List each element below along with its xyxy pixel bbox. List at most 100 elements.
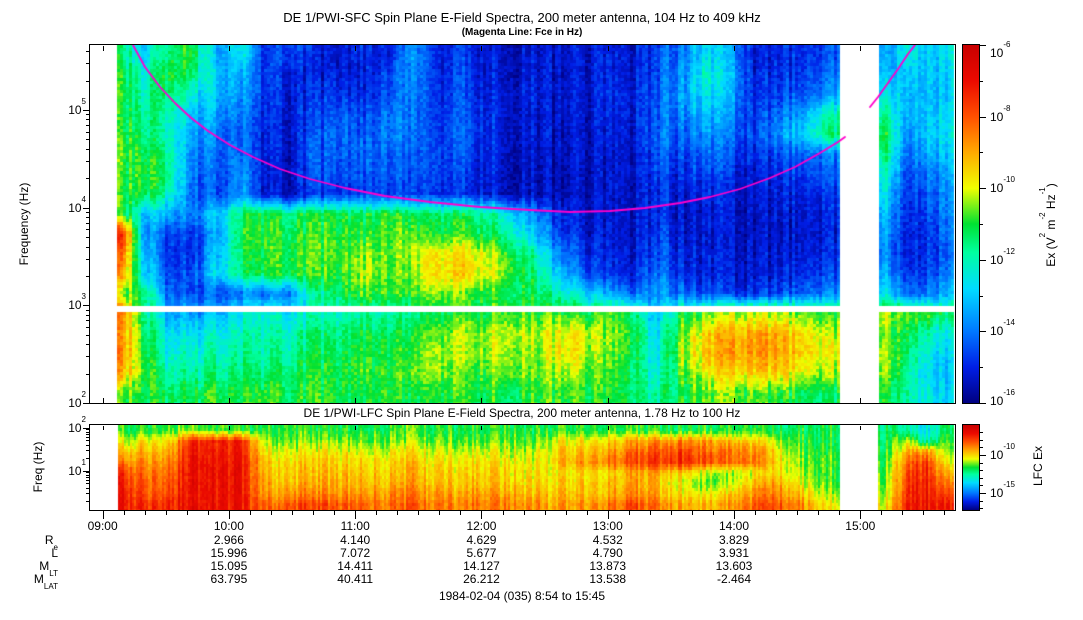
lfc-cbar-minor-tick	[980, 470, 983, 472]
sfc-y-minor-tick	[86, 178, 90, 180]
sfc-y-minor-tick	[86, 237, 90, 239]
sfc-colorbar-label: Ex (V2 m-2 Hz-1)	[1038, 183, 1058, 266]
time-minor-tick	[418, 511, 420, 515]
time-tick-label: 11:00	[340, 519, 370, 533]
time-major-tick	[607, 511, 609, 519]
power-exponent: 1	[81, 457, 86, 467]
panel-edge-tick	[607, 46, 609, 51]
lfc-y-minor-tick	[86, 457, 90, 459]
ephemeris-value: 4.532	[592, 533, 623, 547]
sfc-ytick-label: 105	[68, 97, 86, 117]
sfc-y-minor-tick	[86, 119, 90, 121]
ephemeris-row-label: MLT	[6, 559, 58, 578]
panel-edge-tick	[607, 426, 609, 430]
sfc-ytick-label: 102	[68, 391, 86, 411]
sfc-cbar-minor-tick	[980, 152, 983, 154]
power-exponent: -8	[1003, 103, 1011, 113]
lfc-spectrogram-canvas	[90, 425, 955, 510]
time-tick-label: 15:00	[845, 519, 876, 533]
sfc-cbar-tick-label: 10-8	[990, 104, 1010, 124]
sfc-cbar-major-tick	[980, 188, 986, 190]
sfc-y-minor-tick	[86, 131, 90, 133]
time-minor-tick	[902, 511, 904, 515]
panel-edge-tick	[355, 398, 357, 403]
time-minor-tick	[776, 511, 778, 515]
time-minor-tick	[292, 511, 294, 515]
time-minor-tick	[944, 511, 946, 515]
panel-edge-tick	[102, 398, 104, 403]
ephemeris-value: 15.095	[210, 559, 248, 573]
sfc-cbar-major-tick	[980, 45, 986, 46]
power-exponent: 3	[81, 292, 86, 302]
lfc-cbar-minor-tick	[980, 500, 983, 502]
lfc-y-minor-tick	[86, 487, 90, 489]
sfc-y-minor-tick	[86, 161, 90, 163]
ephemeris-row-label: Re	[6, 533, 58, 552]
time-minor-tick	[544, 511, 546, 515]
power-base: 10	[990, 486, 1004, 500]
sfc-y-minor-tick	[86, 326, 90, 328]
lfc-y-minor-tick	[86, 440, 90, 442]
ephemeris-value: 3.829	[718, 533, 750, 547]
lfc-cbar-minor-tick	[980, 439, 983, 441]
sfc-y-minor-tick	[86, 125, 90, 127]
time-minor-tick	[270, 511, 272, 515]
time-minor-tick	[207, 511, 209, 515]
lfc-title: DE 1/PWI-LFC Spin Plane E-Field Spectra,…	[303, 406, 741, 420]
sfc-y-minor-tick	[86, 334, 90, 336]
panel-edge-tick	[355, 426, 357, 430]
ephemeris-value: 4.790	[592, 546, 623, 560]
sfc-y-minor-tick	[86, 320, 90, 322]
time-minor-tick	[123, 511, 125, 515]
lfc-cbar-tick-label: 10-10	[990, 443, 1015, 463]
power-base: 10	[68, 200, 82, 215]
time-minor-tick	[649, 511, 651, 515]
power-exponent: -16	[1003, 388, 1015, 397]
time-minor-tick	[628, 511, 630, 515]
ephemeris-label-base: R	[44, 533, 54, 547]
power-base: 10	[68, 396, 82, 410]
ephemeris-value: 13.603	[715, 559, 753, 573]
ephemeris-label-base: L	[51, 546, 58, 560]
time-tick-label: 14:00	[718, 519, 750, 533]
lfc-ytick-label: 101	[68, 458, 86, 478]
lfc-panel	[89, 424, 956, 511]
time-minor-tick	[249, 511, 251, 515]
lfc-y-minor-tick	[86, 437, 90, 439]
panel-edge-tick	[481, 398, 483, 403]
lfc-cbar-minor-tick	[980, 485, 983, 487]
sfc-subtitle: (Magenta Line: Fce in Hz)	[461, 27, 583, 38]
sfc-cbar-tick-label: 10-16	[990, 389, 1015, 409]
power-base: 10	[990, 109, 1004, 124]
lfc-cbar-minor-tick	[980, 462, 983, 464]
ephemeris-row-label: L	[6, 546, 58, 560]
time-minor-tick	[881, 511, 883, 515]
sfc-cbar-major-tick	[980, 259, 986, 261]
panel-edge-tick	[734, 398, 735, 403]
time-minor-tick	[186, 511, 188, 515]
ephemeris-label-subscript: e	[53, 543, 58, 553]
panel-edge-tick	[860, 46, 862, 51]
sfc-y-minor-tick	[86, 314, 90, 316]
power-base: 10	[68, 421, 82, 435]
sfc-y-major-tick	[83, 403, 90, 404]
lfc-cbar-major-tick	[980, 455, 986, 456]
time-minor-tick	[334, 511, 336, 515]
sfc-y-minor-tick	[86, 80, 90, 82]
lfc-y-major-tick	[83, 427, 90, 429]
power-base: 10	[990, 448, 1004, 462]
sfc-y-minor-tick	[86, 356, 90, 358]
sfc-cbar-minor-tick	[980, 224, 983, 225]
ephemeris-label-base: M	[39, 559, 50, 573]
lfc-y-major-tick	[83, 470, 90, 472]
sfc-cbar-major-tick	[980, 403, 986, 404]
lfc-y-minor-tick	[86, 474, 90, 476]
lfc-cbar-minor-tick	[980, 508, 983, 510]
power-exponent: -10	[1003, 442, 1015, 451]
sfc-y-minor-tick	[86, 114, 90, 116]
sfc-cbar-tick-label: 10-10	[990, 176, 1015, 196]
lfc-y-minor-tick	[86, 431, 90, 433]
power-base: 10	[68, 298, 82, 313]
time-minor-tick	[502, 511, 504, 515]
sfc-cbar-minor-tick	[980, 295, 983, 297]
